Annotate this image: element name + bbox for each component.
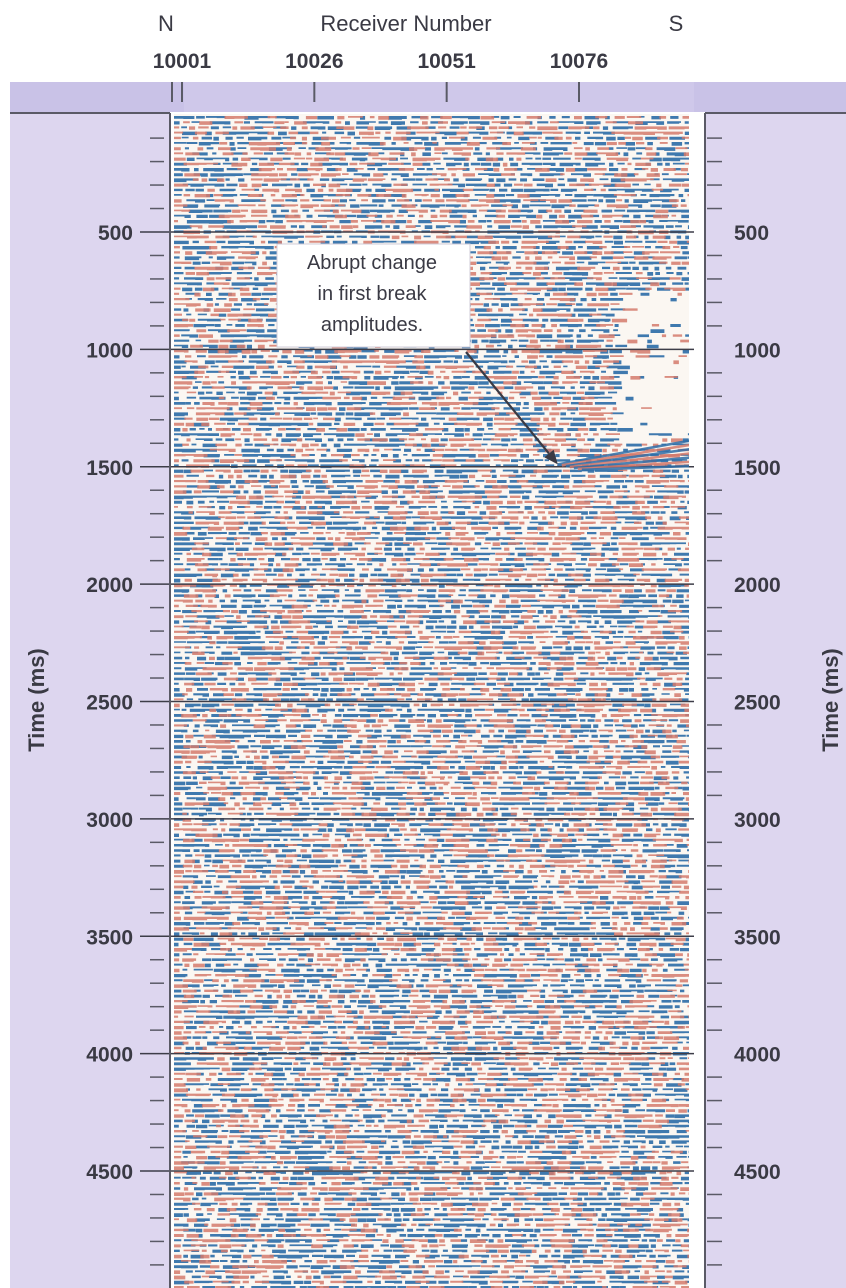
x-axis-title: Receiver Number	[320, 11, 491, 36]
first-break-band	[577, 460, 689, 471]
seismic-traces	[174, 116, 689, 1288]
y-tick-label-right: 4500	[734, 1161, 781, 1184]
y-ticks: 500 1000 1500 2000 2500 3000 3500 4000 4500 500 10…	[86, 137, 781, 1266]
first-break-band	[573, 456, 689, 470]
annotation-line-3: amplitudes.	[321, 314, 423, 336]
annotation-line-1: Abrupt change	[307, 252, 437, 274]
seismic-trace-red	[174, 116, 689, 1288]
y-tick-label-left: 2000	[86, 574, 133, 597]
y-tick-label-left: 1500	[86, 457, 133, 480]
y-tick-label-right: 1000	[734, 339, 781, 362]
top-band-inner	[184, 82, 694, 112]
y-tick-label-left: 3500	[86, 926, 133, 949]
y-tick-label-right: 2000	[734, 574, 781, 597]
annotation-box	[276, 243, 471, 348]
y-tick-label-right: 500	[734, 222, 769, 245]
y-tick-label-left: 2500	[86, 692, 133, 715]
x-ticks: 10001 10026 10051 10076	[153, 50, 608, 102]
y-tick-label-right: 2500	[734, 692, 781, 715]
annotation-arrow	[465, 351, 550, 455]
first-break-event	[557, 439, 689, 472]
y-axis-title-left: Time (ms)	[24, 648, 49, 752]
y-axis-title-right: Time (ms)	[818, 648, 843, 752]
x-tick-label: 10051	[417, 50, 476, 73]
annotation-callout: Abrupt change in first break amplitudes.	[276, 243, 558, 465]
south-label: S	[669, 11, 684, 36]
y-tick-label-left: 500	[98, 222, 133, 245]
annotation-arrowhead	[544, 449, 558, 465]
north-label: N	[158, 11, 174, 36]
first-break-band	[569, 452, 689, 469]
y-tick-label-right: 3500	[734, 926, 781, 949]
first-break-band	[581, 464, 689, 472]
first-break-band	[565, 447, 689, 468]
y-tick-label-left: 1000	[86, 339, 133, 362]
first-break-band	[557, 439, 689, 466]
x-tick-label: 10001	[153, 50, 212, 73]
right-axis-panel	[705, 112, 846, 1288]
y-tick-label-left: 3000	[86, 809, 133, 832]
y-tick-label-right: 1500	[734, 457, 781, 480]
y-tick-label-left: 4500	[86, 1161, 133, 1184]
x-tick-label: 10076	[550, 50, 608, 73]
y-tick-label-right: 3000	[734, 809, 781, 832]
y-tick-label-right: 4000	[734, 1044, 781, 1067]
y-tick-label-left: 4000	[86, 1044, 133, 1067]
first-break-band	[561, 443, 689, 467]
x-tick-label: 10026	[285, 50, 343, 73]
left-axis-panel	[10, 112, 170, 1288]
annotation-line-2: in first break	[318, 283, 428, 305]
